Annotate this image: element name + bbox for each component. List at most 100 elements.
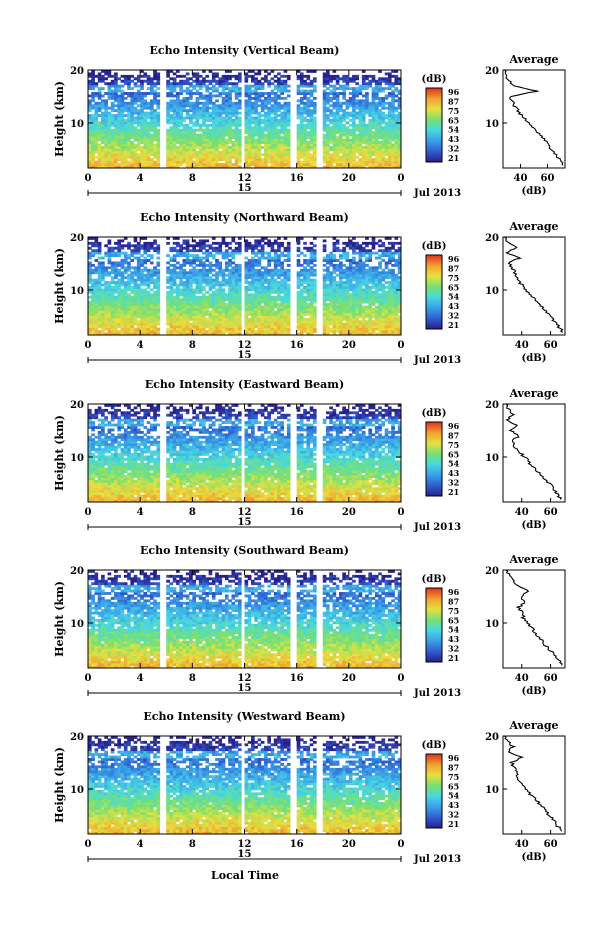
heatmap-cell bbox=[185, 145, 190, 149]
heatmap-cell bbox=[381, 153, 386, 157]
heatmap-cell bbox=[104, 150, 108, 154]
heatmap-cell bbox=[251, 106, 255, 110]
heatmap-cell bbox=[143, 92, 148, 95]
heatmap-cell bbox=[368, 123, 373, 127]
heatmap-cell bbox=[348, 96, 353, 100]
heatmap-cell bbox=[280, 322, 285, 326]
heatmap-cell bbox=[166, 276, 170, 280]
heatmap-cell bbox=[169, 293, 174, 297]
heatmap-cell bbox=[136, 131, 141, 135]
heatmap-cell bbox=[332, 160, 337, 164]
heatmap-cell bbox=[91, 155, 95, 159]
heatmap-cell bbox=[244, 320, 249, 324]
heatmap-cell bbox=[322, 160, 327, 164]
heatmap-cell bbox=[117, 239, 121, 243]
heatmap-cell bbox=[312, 101, 317, 105]
heatmap-cell bbox=[371, 136, 376, 139]
heatmap-cell bbox=[283, 148, 288, 152]
heatmap-cell bbox=[280, 128, 285, 132]
heatmap-cell bbox=[335, 148, 340, 152]
heatmap-cell bbox=[140, 148, 144, 152]
heatmap-cell bbox=[149, 254, 154, 257]
heatmap-cell bbox=[114, 143, 118, 147]
heatmap-cell bbox=[140, 273, 144, 277]
heatmap-cell bbox=[107, 153, 112, 157]
heatmap-cell bbox=[303, 82, 307, 86]
heatmap-cell bbox=[91, 116, 95, 120]
heatmap-cell bbox=[267, 317, 271, 321]
heatmap-cell bbox=[231, 114, 236, 117]
heatmap-cell bbox=[378, 141, 382, 144]
heatmap-cell bbox=[273, 150, 278, 154]
heatmap-cell bbox=[234, 271, 239, 275]
heatmap-cell bbox=[202, 263, 206, 267]
heatmap-cell bbox=[179, 101, 183, 105]
heatmap-cell bbox=[198, 79, 203, 83]
heatmap-cell bbox=[172, 330, 177, 333]
heatmap-cell bbox=[231, 283, 236, 287]
heatmap-cell bbox=[374, 96, 379, 100]
heatmap-cell bbox=[107, 165, 112, 169]
heatmap-cell bbox=[234, 148, 239, 152]
heatmap-cell bbox=[120, 278, 125, 282]
heatmap-cell bbox=[397, 77, 402, 81]
heatmap-cell bbox=[218, 310, 223, 314]
heatmap-cell bbox=[237, 300, 242, 304]
heatmap-cell bbox=[244, 74, 249, 78]
heatmap-cell bbox=[378, 114, 382, 117]
heatmap-cell bbox=[91, 133, 95, 137]
heatmap-cell bbox=[374, 123, 379, 127]
heatmap-cell bbox=[133, 327, 138, 331]
heatmap-cell bbox=[286, 271, 291, 275]
heatmap-cell bbox=[97, 155, 102, 159]
heatmap-cell bbox=[267, 300, 271, 304]
heatmap-cell bbox=[136, 148, 141, 152]
heatmap-cell bbox=[202, 239, 206, 243]
heatmap-cell bbox=[192, 109, 196, 113]
heatmap-cell bbox=[94, 259, 99, 262]
heatmap-cell bbox=[192, 259, 196, 262]
heatmap-cell bbox=[224, 133, 229, 137]
heatmap-cell bbox=[101, 155, 105, 159]
heatmap-cell bbox=[114, 163, 118, 166]
heatmap-cell bbox=[133, 116, 138, 120]
heatmap-cell bbox=[169, 138, 174, 142]
heatmap-cell bbox=[94, 288, 99, 292]
heatmap-cell bbox=[260, 136, 265, 139]
heatmap-cell bbox=[237, 246, 242, 250]
heatmap-cell bbox=[218, 138, 223, 142]
heatmap-cell bbox=[101, 94, 105, 98]
heatmap-cell bbox=[192, 310, 196, 314]
heatmap-cell bbox=[309, 126, 314, 130]
heatmap-cell bbox=[94, 266, 99, 270]
heatmap-cell bbox=[123, 155, 128, 159]
heatmap-cell bbox=[202, 317, 206, 321]
heatmap-cell bbox=[332, 141, 337, 144]
heatmap-cell bbox=[309, 94, 314, 98]
heatmap-cell bbox=[381, 141, 386, 144]
heatmap-cell bbox=[117, 128, 121, 132]
heatmap-cell bbox=[270, 160, 275, 164]
heatmap-cell bbox=[306, 70, 311, 73]
heatmap-cell bbox=[381, 101, 386, 105]
heatmap-cell bbox=[391, 116, 395, 120]
heatmap-cell bbox=[176, 244, 180, 248]
heatmap-cell bbox=[149, 148, 154, 152]
heatmap-cell bbox=[286, 268, 291, 272]
heatmap-cell bbox=[94, 128, 99, 132]
heatmap-cell bbox=[339, 131, 343, 135]
heatmap-cell bbox=[378, 133, 382, 137]
heatmap-cell bbox=[202, 281, 206, 284]
heatmap-cell bbox=[101, 153, 105, 157]
heatmap-cell bbox=[192, 121, 196, 125]
heatmap-cell bbox=[365, 145, 369, 149]
heatmap-cell bbox=[192, 246, 196, 250]
heatmap-cell bbox=[391, 150, 395, 154]
heatmap-cell bbox=[309, 138, 314, 142]
heatmap-cell bbox=[218, 290, 223, 294]
heatmap-cell bbox=[136, 141, 141, 144]
heatmap-cell bbox=[110, 82, 115, 86]
heatmap-cell bbox=[329, 114, 333, 117]
heatmap-cell bbox=[215, 278, 219, 282]
heatmap-cell bbox=[107, 246, 112, 250]
